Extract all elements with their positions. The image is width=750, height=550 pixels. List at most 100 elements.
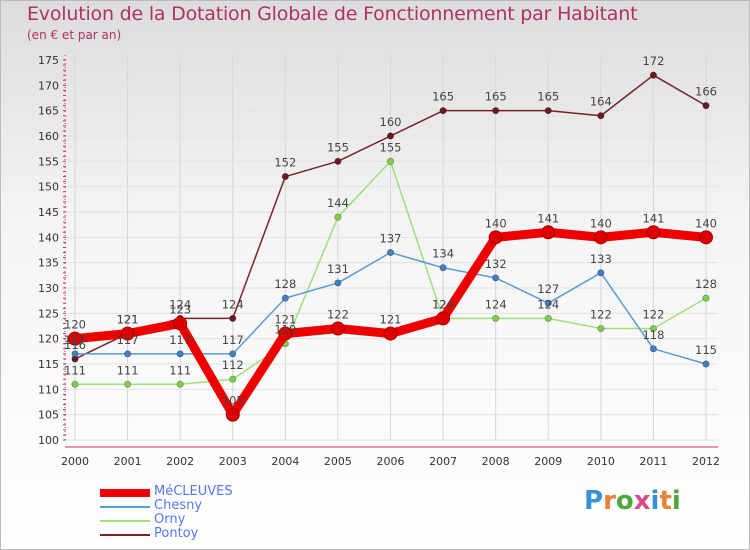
data-point <box>334 279 342 287</box>
data-label: 137 <box>380 232 402 246</box>
brand-letter: o <box>615 486 634 516</box>
x-tick-label: 2009 <box>534 455 562 468</box>
y-tick-label: 165 <box>38 105 59 118</box>
data-point <box>386 248 395 257</box>
data-point <box>334 157 342 165</box>
data-point <box>597 269 605 277</box>
data-label: 172 <box>642 54 664 68</box>
data-label: 112 <box>222 358 244 372</box>
data-point <box>649 324 657 333</box>
brand-letter: P <box>584 486 604 516</box>
x-tick-label: 2001 <box>114 455 142 468</box>
data-label: 116 <box>64 338 86 352</box>
grid <box>65 55 718 441</box>
legend-swatch <box>100 520 150 522</box>
data-label: 124 <box>485 297 507 311</box>
y-tick-label: 175 <box>38 54 59 67</box>
data-label: 128 <box>695 277 717 291</box>
data-label: 117 <box>117 333 139 347</box>
data-point <box>702 294 710 302</box>
data-label: 164 <box>590 95 612 109</box>
data-label: 133 <box>590 252 612 266</box>
data-label: 122 <box>327 308 349 322</box>
data-label: 111 <box>64 363 86 377</box>
data-label: 117 <box>169 333 191 347</box>
y-tick-label: 100 <box>38 434 59 447</box>
data-point <box>281 294 289 302</box>
data-label: 124 <box>537 297 559 311</box>
data-point <box>173 316 188 331</box>
x-tick-label: 2012 <box>692 455 720 468</box>
data-point <box>176 350 184 358</box>
x-tick-label: 2003 <box>219 455 247 468</box>
brand-letter: x <box>633 486 651 516</box>
legend-label: Orny <box>154 512 186 527</box>
data-point <box>120 326 135 341</box>
data-label: 121 <box>117 313 139 327</box>
data-point <box>229 314 237 322</box>
data-label: 152 <box>274 156 296 170</box>
data-point <box>334 213 342 221</box>
y-tick-label: 125 <box>38 307 59 320</box>
data-point <box>229 350 237 358</box>
data-point <box>225 407 240 422</box>
data-label: 155 <box>327 140 349 154</box>
legend-label: MéCLEUVES <box>154 484 233 499</box>
data-label: 111 <box>169 363 191 377</box>
brand-logo: Proxiti <box>584 486 681 516</box>
data-label: 117 <box>64 333 86 347</box>
data-label: 121 <box>274 313 296 327</box>
x-tick-label: 2004 <box>271 455 299 468</box>
y-tick-label: 135 <box>38 257 59 270</box>
y-tick-label: 145 <box>38 206 59 219</box>
data-point <box>281 172 289 181</box>
data-label: 140 <box>485 216 507 230</box>
data-label: 141 <box>642 211 664 225</box>
legend-swatch <box>100 506 150 508</box>
data-point <box>597 112 605 120</box>
data-point <box>544 299 552 307</box>
axes: 1001051101151201251301351401451501551601… <box>38 54 720 468</box>
data-point <box>71 350 79 358</box>
data-label: 140 <box>590 216 612 230</box>
legend-label: Chesny <box>154 498 203 513</box>
x-tick-label: 2002 <box>166 455 194 468</box>
data-point <box>702 360 710 368</box>
legend-swatch <box>100 489 150 497</box>
x-tick-label: 2008 <box>482 455 510 468</box>
data-labels: 116 121 124 124 152 155 160 165 165 165 164 172 166 1… <box>64 54 717 407</box>
data-point <box>488 230 503 245</box>
data-point <box>436 311 451 326</box>
data-point <box>541 225 556 240</box>
data-label: 165 <box>432 90 454 104</box>
brand-letter: r <box>603 486 616 516</box>
data-label: 140 <box>695 216 717 230</box>
y-tick-label: 170 <box>38 79 59 92</box>
y-tick-label: 140 <box>38 231 59 244</box>
y-tick-label: 155 <box>38 155 59 168</box>
data-label: 124 <box>222 297 244 311</box>
data-label: 123 <box>169 302 191 316</box>
y-tick-label: 105 <box>38 409 59 422</box>
data-point <box>544 314 552 322</box>
x-tick-label: 2006 <box>377 455 405 468</box>
data-point <box>492 314 500 322</box>
data-point <box>492 274 500 282</box>
data-label: 118 <box>642 328 664 342</box>
data-label: 124 <box>432 297 454 311</box>
data-label: 155 <box>380 140 402 154</box>
data-label: 124 <box>169 297 191 311</box>
x-tick-label: 2011 <box>639 455 667 468</box>
data-label: 122 <box>590 308 612 322</box>
chart-title: Evolution de la Dotation Globale de Fonc… <box>27 3 638 25</box>
data-label: 122 <box>642 308 664 322</box>
data-label: 121 <box>380 313 402 327</box>
data-point <box>124 380 132 388</box>
brand-letter: t <box>659 486 672 516</box>
series-lines <box>68 71 713 422</box>
data-point <box>439 264 447 272</box>
x-tick-label: 2007 <box>429 455 457 468</box>
data-label: 141 <box>537 211 559 225</box>
